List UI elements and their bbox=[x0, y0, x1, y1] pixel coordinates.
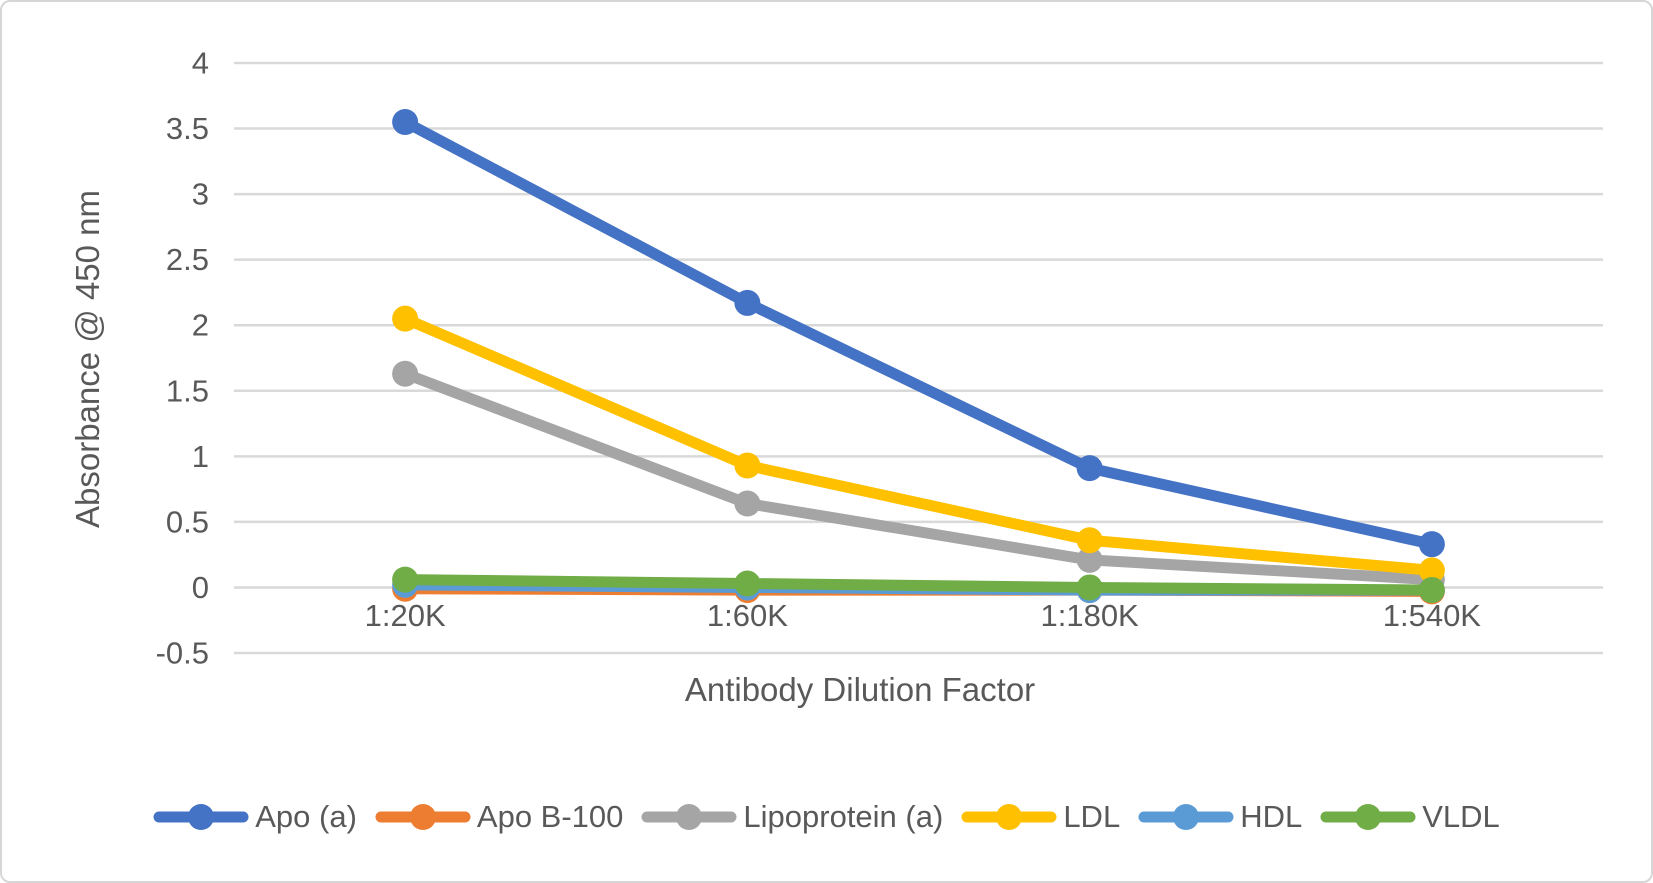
legend-item-lipoprotein-a: Lipoprotein (a) bbox=[641, 799, 943, 835]
data-point-apo-a-1 bbox=[734, 289, 761, 316]
x-tick-label: 1:20K bbox=[365, 598, 446, 633]
series-line-lipoprotein-a bbox=[399, 368, 1438, 586]
ldl-legend-marker-icon bbox=[961, 804, 1057, 830]
y-axis-title: Absorbance @ 450 nm bbox=[69, 189, 106, 529]
apo-b-100-legend-marker-icon bbox=[375, 804, 471, 830]
y-tick-label: 0.5 bbox=[166, 504, 209, 539]
data-point-ldl-0 bbox=[392, 305, 419, 332]
legend-item-ldl: LDL bbox=[961, 799, 1120, 835]
y-tick-label: 4 bbox=[192, 46, 209, 81]
apo-a-legend-marker-icon bbox=[153, 804, 249, 830]
legend-label-hdl: HDL bbox=[1240, 799, 1303, 834]
vldl-legend-marker-icon bbox=[1320, 804, 1416, 830]
y-tick-label: -0.5 bbox=[156, 636, 209, 671]
y-tick-label: 0 bbox=[192, 570, 209, 605]
y-tick-label: 3 bbox=[192, 177, 209, 212]
data-point-lipoprotein-a-0 bbox=[392, 360, 419, 387]
hdl-legend-marker-icon bbox=[1138, 804, 1234, 830]
x-tick-label: 1:180K bbox=[1040, 598, 1139, 633]
legend-label-apo-b-100: Apo B-100 bbox=[476, 799, 624, 834]
y-tick-label: 2 bbox=[192, 308, 209, 343]
lipoprotein-a-legend-marker-icon bbox=[641, 804, 737, 830]
legend-item-apo-b-100: Apo B-100 bbox=[375, 799, 624, 835]
legend-label-vldl: VLDL bbox=[1422, 799, 1500, 834]
chart-legend: Apo (a) Apo B-100 Lipoprotein (a) LDL HDL VLD… bbox=[2, 799, 1651, 835]
data-point-apo-a-0 bbox=[392, 109, 419, 135]
y-tick-label: 2.5 bbox=[166, 242, 209, 277]
legend-item-vldl: VLDL bbox=[1320, 799, 1500, 835]
legend-item-hdl: HDL bbox=[1138, 799, 1302, 835]
y-tick-label: 1 bbox=[192, 439, 209, 474]
legend-label-ldl: LDL bbox=[1063, 799, 1121, 834]
series-line-ldl bbox=[399, 313, 1438, 576]
series-line-vldl bbox=[399, 574, 1438, 596]
y-tick-label: 1.5 bbox=[166, 373, 209, 408]
series-line-apo-a bbox=[399, 116, 1438, 550]
y-tick-label: 3.5 bbox=[166, 111, 209, 146]
data-point-lipoprotein-a-2 bbox=[1076, 546, 1103, 573]
data-point-vldl-2 bbox=[1076, 574, 1103, 601]
data-point-ldl-1 bbox=[734, 452, 761, 479]
data-point-vldl-1 bbox=[734, 570, 761, 597]
data-point-vldl-3 bbox=[1418, 577, 1445, 604]
data-point-vldl-0 bbox=[392, 566, 419, 593]
data-point-apo-a-3 bbox=[1418, 531, 1445, 558]
legend-label-apo-a: Apo (a) bbox=[255, 799, 357, 834]
x-tick-label: 1:60K bbox=[707, 598, 788, 633]
x-axis-title: Antibody Dilution Factor bbox=[684, 671, 1036, 708]
data-point-ldl-3 bbox=[1418, 557, 1445, 584]
legend-label-lipoprotein-a: Lipoprotein (a) bbox=[743, 799, 944, 834]
data-point-lipoprotein-a-1 bbox=[734, 490, 761, 517]
legend-item-apo-a: Apo (a) bbox=[153, 799, 357, 835]
data-point-ldl-2 bbox=[1076, 527, 1103, 554]
data-point-apo-a-2 bbox=[1076, 455, 1103, 482]
